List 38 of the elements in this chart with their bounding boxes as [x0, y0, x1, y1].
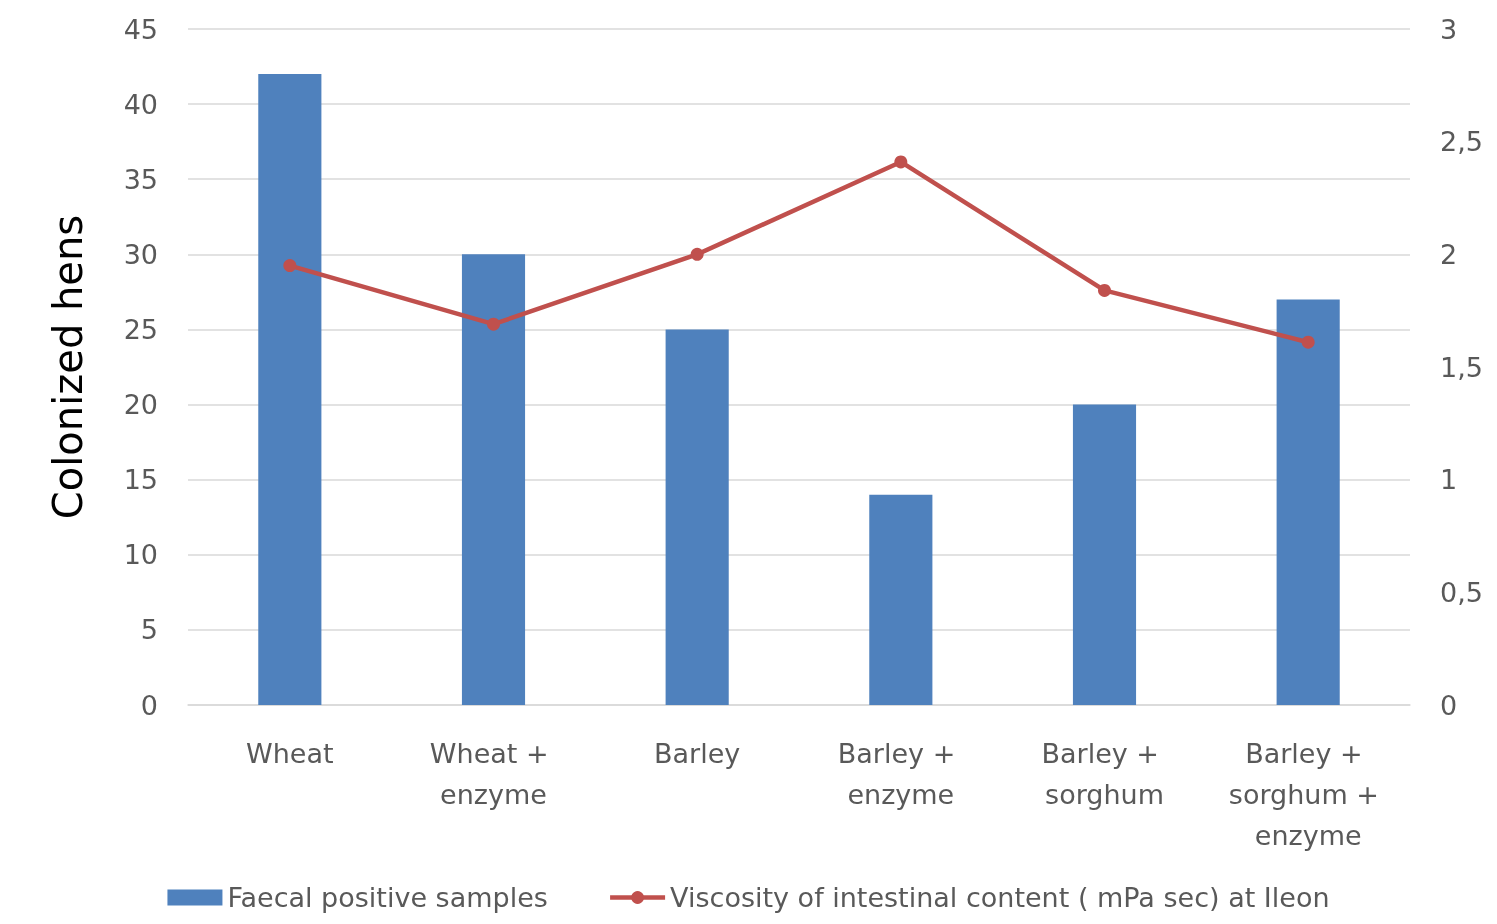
legend-label: Faecal positive samples [227, 882, 548, 913]
bar [1072, 404, 1137, 705]
y2-tick-label: 0 [1440, 689, 1458, 721]
x-tick-label: Wheat + enzyme [429, 738, 558, 810]
y2-tick-label: 0,5 [1440, 576, 1483, 608]
bar [258, 74, 322, 705]
point [1098, 283, 1111, 297]
legend-label: Viscosity of intestinal content ( mPa sec) at Ileon [670, 882, 1330, 913]
point [690, 247, 704, 261]
point [1301, 335, 1315, 349]
y2-tick-label: 2,5 [1440, 126, 1483, 158]
point [894, 155, 908, 169]
y-tick-label: 25 [123, 313, 158, 345]
y-tick-label: 0 [140, 689, 158, 721]
y2-tick-label: 2 [1440, 238, 1458, 270]
x-tick-label: Barley + sorghum + enzyme [1228, 738, 1388, 851]
y2-tick-label: 3 [1440, 13, 1458, 45]
y-tick-label: 40 [123, 88, 158, 120]
point [487, 317, 500, 331]
bar [1276, 299, 1340, 705]
x-tick-label: Barley [654, 738, 741, 769]
y-tick-label: 15 [123, 464, 158, 496]
y2-tick-label: 1 [1440, 464, 1458, 496]
y-tick-label: 10 [123, 539, 158, 571]
y-tick-label: 5 [140, 614, 158, 646]
y-axis-title: Colonized hens [45, 214, 91, 520]
y2-tick-label: 1,5 [1440, 351, 1483, 383]
bar [461, 254, 526, 705]
point [283, 259, 297, 273]
x-tick-label: Barley + sorghum [1041, 738, 1168, 810]
y-tick-label: 35 [123, 163, 158, 195]
y-tick-label: 30 [123, 238, 158, 270]
bar [869, 494, 933, 705]
y-tick-label: 20 [123, 389, 158, 421]
x-tick-label: Wheat [246, 738, 334, 769]
x-tick-label: Barley + enzyme [837, 738, 964, 810]
y-tick-label: 45 [123, 13, 158, 45]
bar [665, 329, 729, 705]
